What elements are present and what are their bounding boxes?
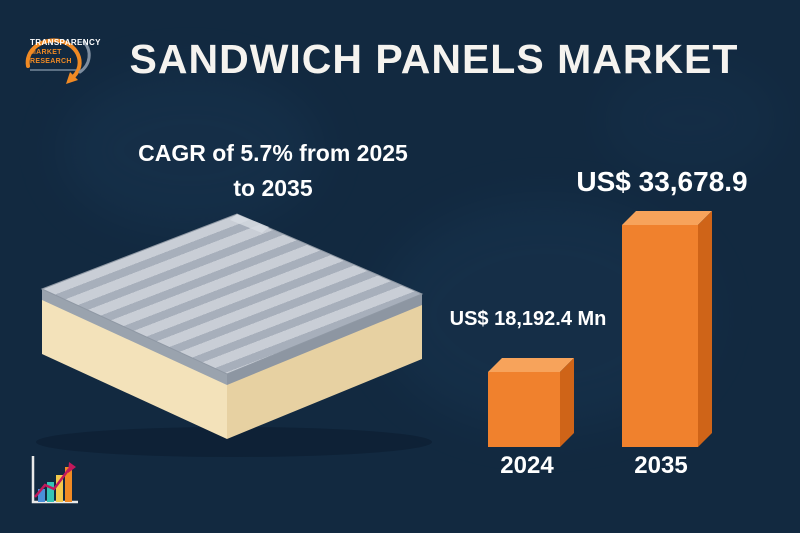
map-watermark bbox=[60, 70, 320, 230]
logo-line1: TRANSPARENCY bbox=[30, 38, 101, 47]
tmr-logo: TRANSPARENCY MARKET RESEARCH bbox=[14, 22, 100, 92]
logo-text: TRANSPARENCY MARKET RESEARCH bbox=[30, 38, 101, 71]
map-watermark bbox=[600, 60, 780, 180]
bar-value-2024: US$ 18,192.4 Mn bbox=[449, 308, 607, 330]
cagr-annotation: CAGR of 5.7% from 2025 to 2035 bbox=[108, 136, 438, 205]
logo-line2: MARKET RESEARCH bbox=[30, 49, 72, 65]
bar-value-2035: US$ 33,678.9 bbox=[576, 166, 748, 197]
bar-2024 bbox=[488, 358, 574, 447]
axis-label-2035: 2035 bbox=[634, 452, 688, 479]
growth-chart-icon bbox=[31, 456, 78, 504]
cagr-line1: CAGR of 5.7% from 2025 bbox=[138, 140, 408, 166]
cagr-line2: to 2035 bbox=[233, 174, 313, 201]
logo-tagline-rule bbox=[30, 69, 76, 71]
logo-swoosh-icon bbox=[25, 38, 91, 84]
axis-label-2024: 2024 bbox=[500, 452, 554, 479]
page-title: SANDWICH PANELS MARKET bbox=[129, 36, 739, 82]
sandwich-panel-illustration bbox=[36, 213, 432, 457]
bar-2035 bbox=[622, 211, 712, 447]
